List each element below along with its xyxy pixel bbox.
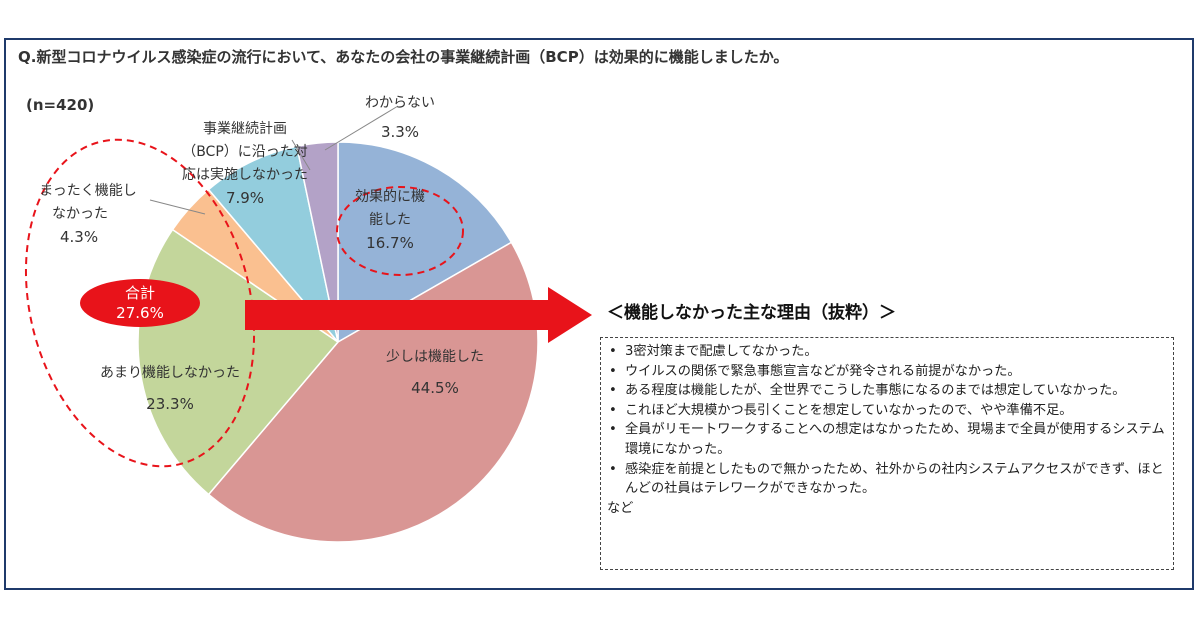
slice-label-not-at-all: まったく機能し なかった 4.3% xyxy=(39,183,137,246)
pie-slice-bcp-not-followed xyxy=(207,145,339,343)
leader-line xyxy=(291,139,311,171)
dashed-ellipse-effective xyxy=(336,186,464,276)
reason-item: ウイルスの関係で緊急事態宣言などが発令される前提がなかった。 xyxy=(607,362,1165,382)
red-arrow xyxy=(245,287,592,343)
reason-item: これほど大規模かつ長引くことを想定していなかったので、やや準備不足。 xyxy=(607,401,1165,421)
dashed-ellipse-not-functioned xyxy=(24,138,256,468)
total-callout-badge: 合計 27.6% xyxy=(80,279,200,327)
leader-line xyxy=(149,199,206,215)
reason-item: 感染症を前提としたもので無かったため、社外からの社内システムアクセスができず、ほ… xyxy=(607,460,1165,499)
reason-item: 全員がリモートワークすることへの想定はなかったため、現場まで全員が使用するシステ… xyxy=(607,420,1165,459)
slice-label-not-much: あまり機能しなかった 23.3% xyxy=(100,365,240,413)
reason-item: 3密対策まで配慮してなかった。 xyxy=(607,342,1165,362)
reasons-title: ＜機能しなかった主な理由（抜粋）＞ xyxy=(607,303,896,323)
total-callout-label: 合計 xyxy=(124,284,155,302)
reasons-etc: など xyxy=(607,500,634,516)
slice-label-effective: 効果的に機 能した 16.7% xyxy=(355,189,425,252)
question-title: Q.新型コロナウイルス感染症の流行において、あなたの会社の事業継続計画（BCP）… xyxy=(18,48,789,66)
sample-size: (n=420) xyxy=(26,96,95,114)
slice-label-somewhat: 少しは機能した 44.5% xyxy=(386,349,484,397)
slice-label-unknown: わからない 3.3% xyxy=(365,95,435,141)
slice-label-bcp-not-followed: 事業継続計画 （BCP）に沿った対 応は実施しなかった 7.9% xyxy=(182,121,308,207)
leader-line xyxy=(324,105,399,151)
pie-slice-effective xyxy=(337,141,513,344)
total-callout-value: 27.6% xyxy=(116,304,164,322)
reasons-box: 3密対策まで配慮してなかった。 ウイルスの関係で緊急事態宣言などが発令される前提… xyxy=(600,337,1174,570)
reason-item: ある程度は機能したが、全世界でこうした事態になるのまでは想定していなかった。 xyxy=(607,381,1165,401)
